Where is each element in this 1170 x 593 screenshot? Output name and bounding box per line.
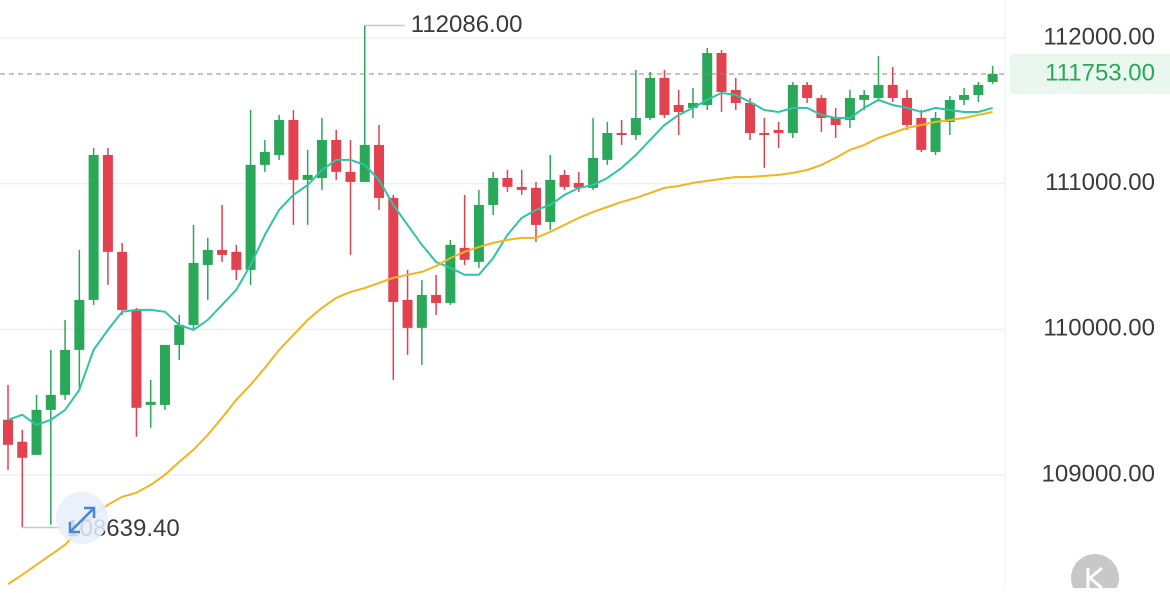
candle-body <box>759 132 770 136</box>
moving-average-line <box>7 91 993 427</box>
candle-body <box>645 77 656 118</box>
candle-body <box>902 98 913 125</box>
candle-body <box>873 84 884 99</box>
candle-body <box>31 409 42 455</box>
candle-body <box>416 294 427 328</box>
candle-body <box>259 151 270 165</box>
candle-body <box>830 117 841 125</box>
candle-body <box>559 174 570 187</box>
candle-body <box>231 251 242 270</box>
k-button-glyph[interactable] <box>1086 566 1103 590</box>
candle-body <box>730 90 741 103</box>
y-tick-label: 112000.00 <box>1043 23 1155 50</box>
candle-body <box>844 98 855 121</box>
candle-body <box>488 177 499 205</box>
candle-body <box>274 120 285 155</box>
candle-body <box>188 262 199 325</box>
low-zoom-icon[interactable] <box>56 492 108 544</box>
candle-body <box>602 132 613 160</box>
candle-body <box>102 154 113 252</box>
candle-body <box>802 84 813 99</box>
candle-body <box>217 249 228 255</box>
candle-body <box>388 197 399 302</box>
candle-body <box>916 117 927 150</box>
candle-body <box>659 77 670 115</box>
candle-body <box>17 441 28 458</box>
y-tick-label: 109000.00 <box>1042 460 1155 487</box>
candle-body <box>3 419 13 445</box>
candle-body <box>673 105 684 113</box>
candle-body <box>359 144 370 182</box>
candle-body <box>345 171 356 182</box>
candle-body <box>302 174 313 180</box>
candle-body <box>973 84 984 95</box>
last-price-bg <box>1010 53 1170 94</box>
candle-body <box>859 94 870 100</box>
candle-body <box>60 349 71 395</box>
candle-body <box>687 102 698 108</box>
candle-body <box>930 117 941 152</box>
candle-body <box>716 53 727 92</box>
candle-body <box>245 164 256 270</box>
candle-body <box>316 139 327 178</box>
candle-body <box>630 117 641 136</box>
candle-body <box>473 204 484 262</box>
moving-average-line <box>7 111 993 586</box>
candle-body <box>588 157 599 188</box>
candle-body <box>745 102 756 133</box>
candle-body <box>117 251 128 310</box>
candle-body <box>159 344 170 405</box>
candle-body <box>288 120 299 180</box>
candle-body <box>374 144 385 198</box>
candle-body <box>145 401 156 405</box>
candle-body <box>459 247 470 260</box>
candle-body <box>816 98 827 118</box>
candle-body <box>445 244 456 303</box>
candle-body <box>959 94 970 100</box>
candle-body <box>502 177 513 187</box>
icon-arrow[interactable] <box>68 506 96 534</box>
candle-body <box>773 129 784 133</box>
candle-body <box>987 73 998 83</box>
candle-body <box>573 182 584 188</box>
candle-body <box>131 309 142 408</box>
candle-body <box>530 187 541 225</box>
candle-body <box>402 299 413 328</box>
candle-body <box>331 139 342 172</box>
icon-bg[interactable] <box>56 492 108 544</box>
candle-body <box>74 299 85 350</box>
candle-body <box>431 294 442 303</box>
last-price-label: 111753.00 <box>1045 59 1155 86</box>
candle-body <box>702 53 713 106</box>
candle-body <box>887 84 898 99</box>
candle-body <box>202 249 213 265</box>
candle-body <box>88 154 99 300</box>
high-label: 112086.00 <box>411 11 523 38</box>
candle-body <box>545 179 556 222</box>
candle-body <box>516 186 527 190</box>
candle-body <box>45 394 56 410</box>
candle-body <box>174 324 185 345</box>
y-tick-label: 110000.00 <box>1043 315 1155 342</box>
k-button[interactable] <box>1071 554 1119 593</box>
candle-body <box>616 132 627 136</box>
y-tick-label: 111000.00 <box>1045 169 1155 196</box>
